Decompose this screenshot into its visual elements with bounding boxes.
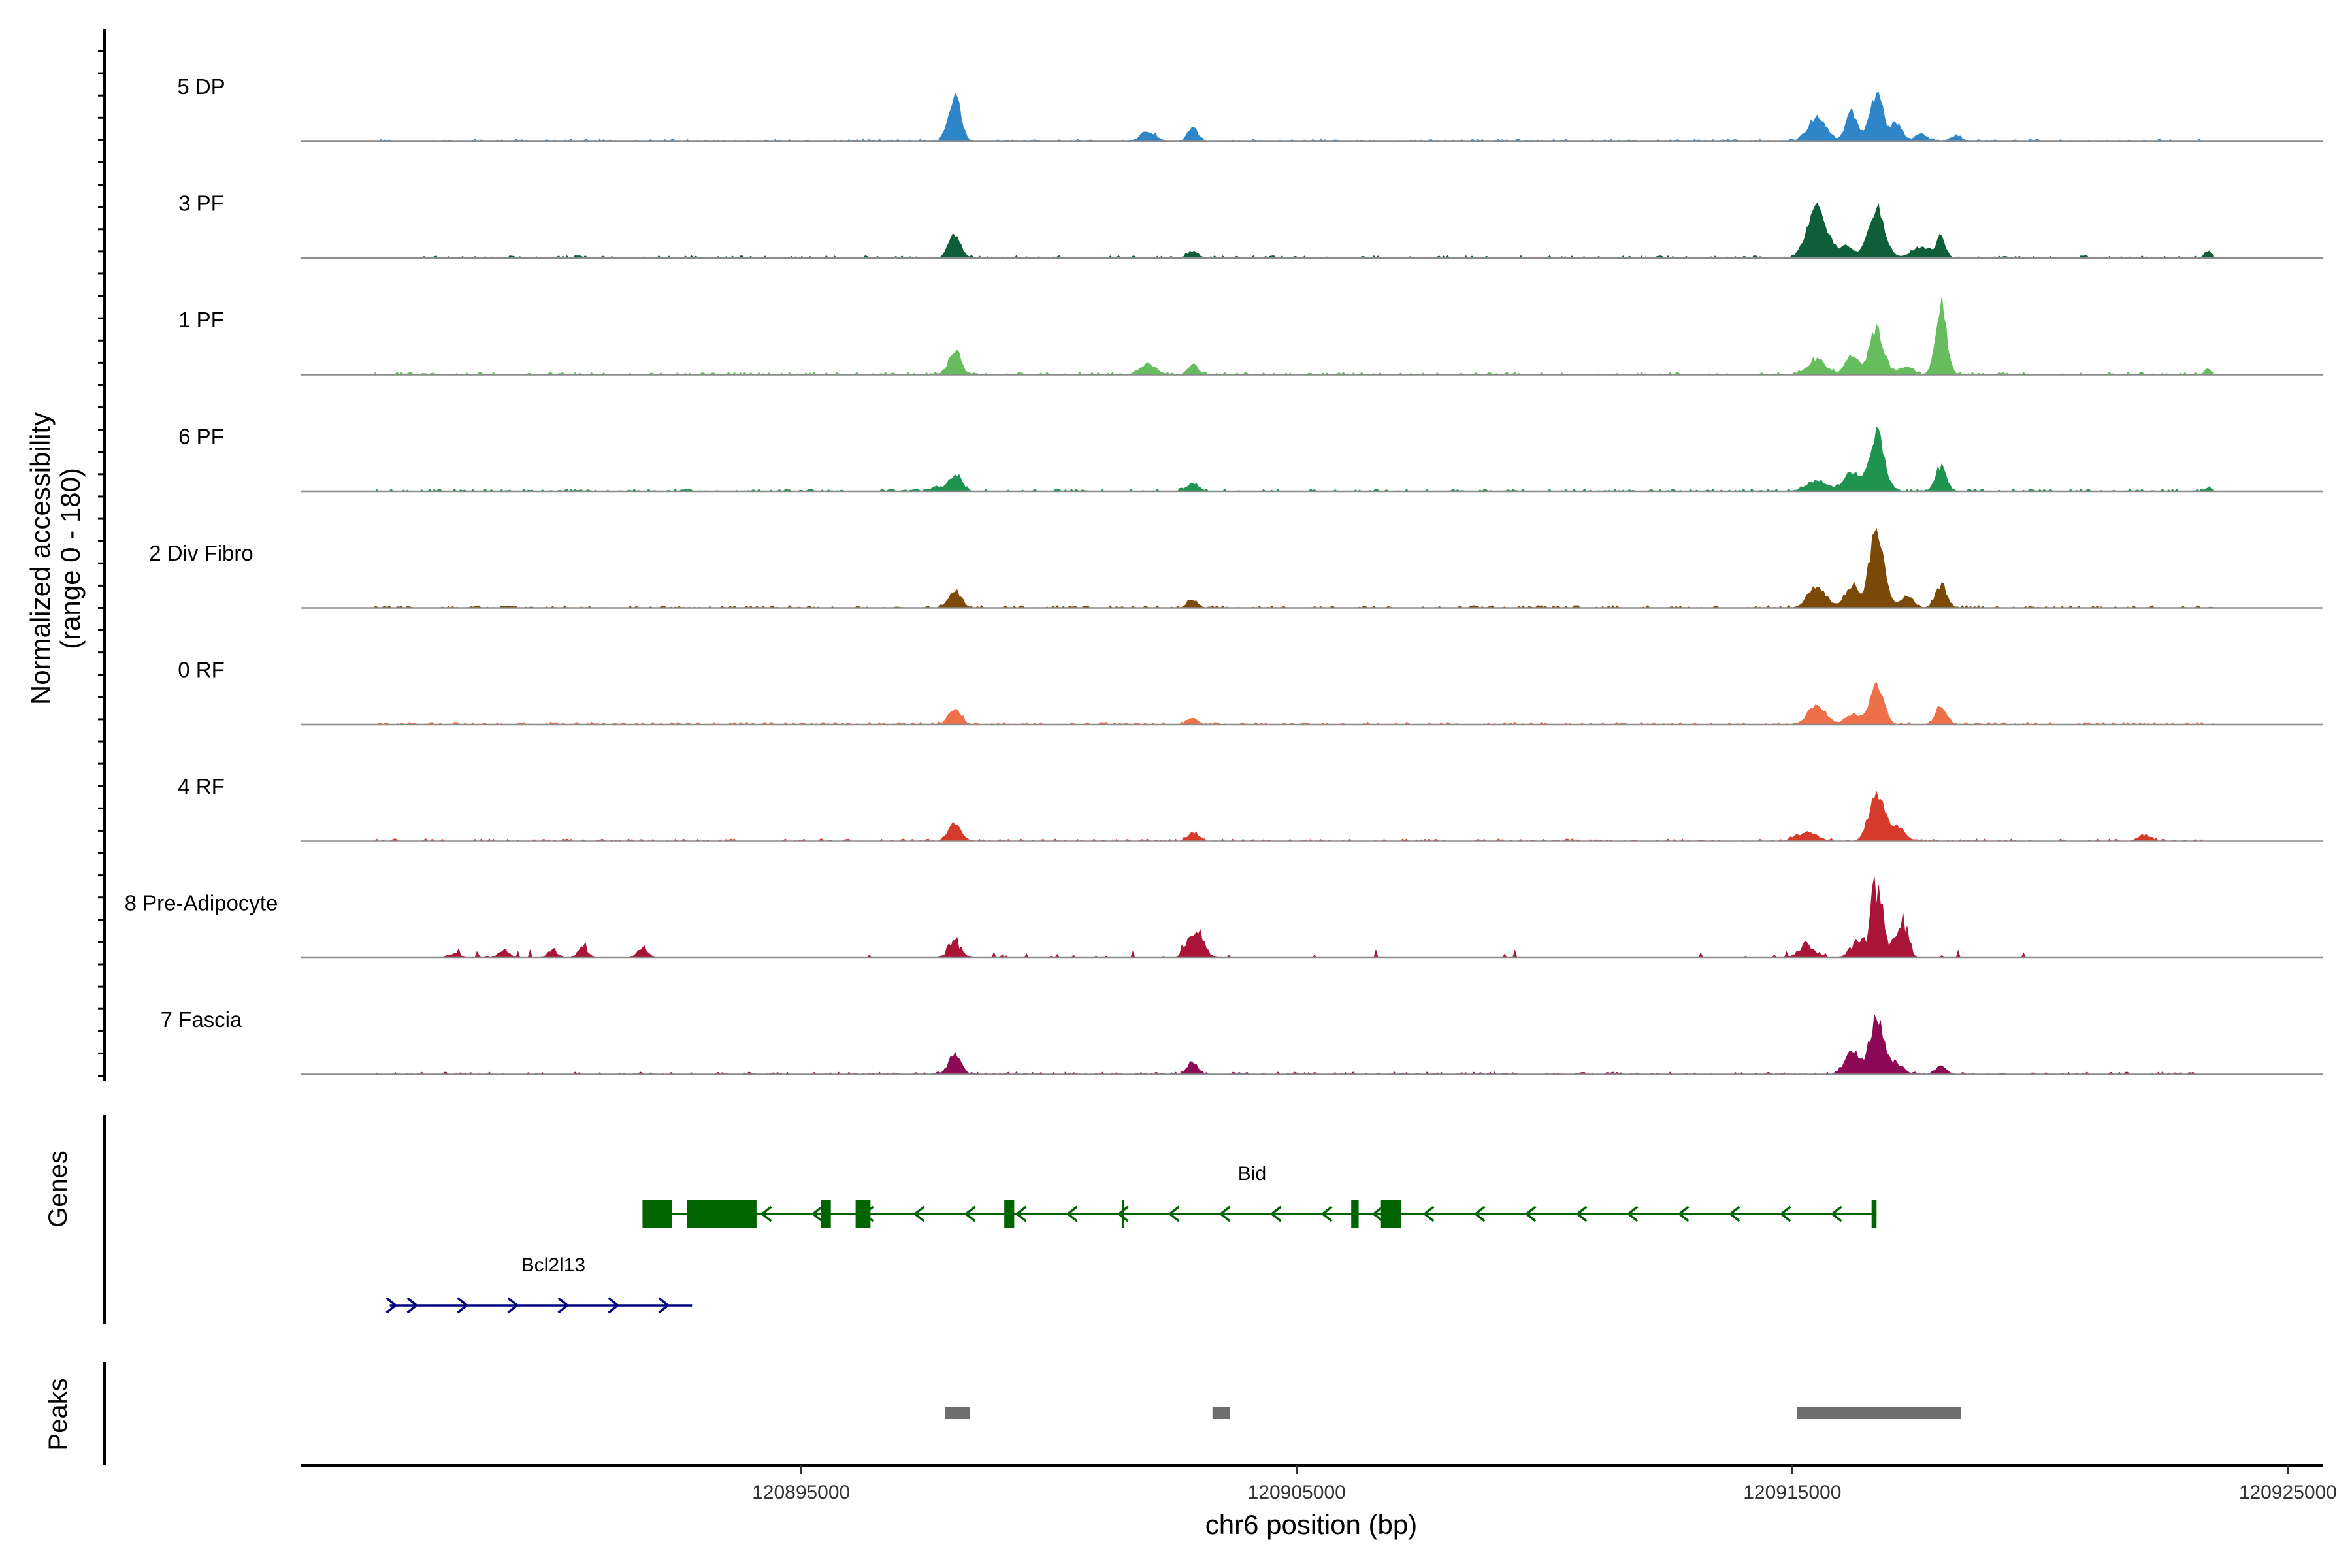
gene-exon bbox=[1351, 1200, 1359, 1228]
strand-chevron bbox=[457, 1297, 469, 1314]
peaks-panel-title: Peaks bbox=[44, 1378, 73, 1450]
track-signal bbox=[374, 681, 2214, 725]
strand-chevron bbox=[385, 1297, 398, 1314]
track-5: 0 RF bbox=[178, 658, 2323, 726]
strand-chevron bbox=[1168, 1205, 1180, 1222]
peak-region bbox=[1797, 1407, 1961, 1419]
strand-chevron bbox=[557, 1297, 570, 1314]
track-signal bbox=[374, 92, 2214, 142]
track-6: 4 RF bbox=[178, 774, 2323, 842]
strand-chevron bbox=[658, 1297, 670, 1314]
track-signal bbox=[374, 527, 2214, 609]
gene-exon bbox=[1871, 1200, 1877, 1228]
strand-chevron bbox=[608, 1297, 620, 1314]
track-label: 8 Pre-Adipocyte bbox=[125, 891, 278, 915]
track-signal bbox=[374, 426, 2214, 492]
strand-chevron bbox=[913, 1205, 925, 1222]
coverage-y-axis bbox=[98, 29, 106, 1081]
track-label: 5 DP bbox=[177, 74, 225, 99]
gene-exon bbox=[1004, 1200, 1015, 1228]
track-signal bbox=[374, 790, 2214, 842]
gene-annotations: Bid Bcl2l13 bbox=[385, 1163, 1877, 1314]
strand-chevron bbox=[1473, 1205, 1486, 1222]
track-3: 6 PF bbox=[178, 425, 2323, 493]
track-1: 3 PF bbox=[178, 191, 2323, 259]
gene-exon bbox=[855, 1200, 871, 1228]
track-label: 1 PF bbox=[178, 308, 224, 332]
track-label: 3 PF bbox=[178, 191, 224, 216]
strand-chevron bbox=[406, 1297, 419, 1314]
y-axis-title: Normalized accessibility bbox=[25, 412, 56, 705]
y-axis-range: (range 0 - 180) bbox=[55, 468, 86, 649]
track-signal bbox=[374, 877, 2214, 958]
track-0: 5 DP bbox=[177, 74, 2323, 142]
track-signal bbox=[374, 297, 2214, 376]
gene-exon bbox=[1380, 1200, 1401, 1228]
strand-chevron bbox=[1371, 1205, 1384, 1222]
strand-chevron bbox=[1728, 1205, 1740, 1222]
x-axis: 120895000 120905000 120915000 120925000 bbox=[301, 1464, 2337, 1503]
track-label: 0 RF bbox=[178, 658, 225, 682]
gene-label: Bcl2l13 bbox=[521, 1254, 585, 1276]
track-label: 7 Fascia bbox=[161, 1007, 242, 1032]
strand-chevron bbox=[760, 1205, 772, 1222]
genes-panel-title: Genes bbox=[44, 1151, 73, 1228]
track-signal bbox=[374, 203, 2214, 259]
strand-chevron bbox=[1677, 1205, 1690, 1222]
track-signal bbox=[374, 1013, 2214, 1075]
track-8: 7 Fascia bbox=[161, 1007, 2323, 1075]
gene-exon bbox=[821, 1200, 831, 1228]
track-2: 1 PF bbox=[178, 297, 2323, 376]
gene-exon bbox=[687, 1200, 757, 1228]
strand-chevron bbox=[811, 1205, 823, 1222]
peak-region bbox=[1212, 1407, 1230, 1419]
gene-exon bbox=[642, 1200, 672, 1228]
track-label: 6 PF bbox=[178, 425, 224, 449]
strand-chevron bbox=[1269, 1205, 1282, 1222]
track-label: 4 RF bbox=[178, 774, 225, 798]
track-4: 2 Div Fibro bbox=[149, 527, 2323, 609]
gene-label: Bid bbox=[1238, 1163, 1266, 1184]
strand-chevron bbox=[1218, 1205, 1231, 1222]
strand-chevron bbox=[1422, 1205, 1435, 1222]
strand-chevron bbox=[1320, 1205, 1333, 1222]
strand-chevron bbox=[507, 1297, 519, 1314]
x-axis-title: chr6 position (bp) bbox=[1205, 1509, 1418, 1540]
strand-chevron bbox=[1015, 1205, 1027, 1222]
x-tick-label: 120925000 bbox=[2239, 1482, 2337, 1503]
peak-region bbox=[945, 1407, 970, 1419]
strand-chevron bbox=[1066, 1205, 1078, 1222]
strand-chevron bbox=[1117, 1205, 1129, 1222]
strand-chevron bbox=[1830, 1205, 1842, 1222]
x-tick-label: 120915000 bbox=[1743, 1482, 1841, 1503]
track-label: 2 Div Fibro bbox=[149, 541, 253, 565]
gene-bcl2l13: Bcl2l13 bbox=[385, 1254, 693, 1314]
strand-chevron bbox=[964, 1205, 976, 1222]
track-7: 8 Pre-Adipocyte bbox=[125, 877, 2323, 959]
x-tick-label: 120895000 bbox=[752, 1482, 850, 1503]
peak-regions bbox=[945, 1407, 1961, 1419]
x-tick-label: 120905000 bbox=[1248, 1482, 1346, 1503]
strand-chevron bbox=[1575, 1205, 1588, 1222]
strand-chevron bbox=[1779, 1205, 1791, 1222]
coverage-tracks: 5 DP 3 PF 1 PF 6 PF 2 Div Fibro 0 RF 4 RF 8 Pre… bbox=[125, 74, 2323, 1075]
gene-bid: Bid bbox=[642, 1163, 1877, 1228]
strand-chevron bbox=[1524, 1205, 1537, 1222]
strand-chevron bbox=[1626, 1205, 1639, 1222]
